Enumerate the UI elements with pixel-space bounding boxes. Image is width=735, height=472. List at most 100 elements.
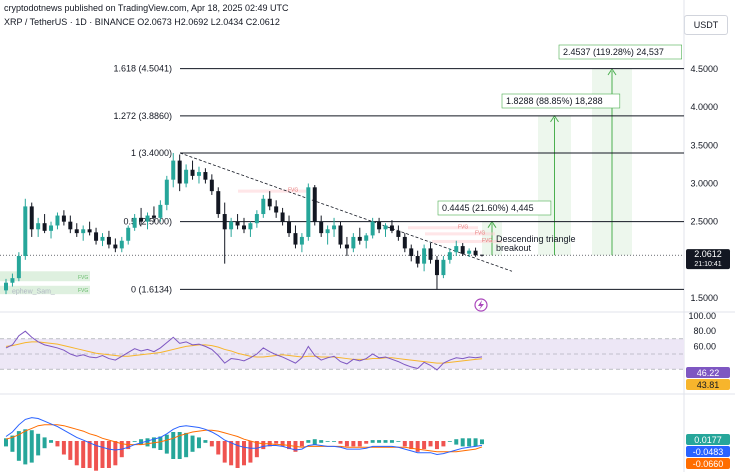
candle-body	[480, 254, 484, 256]
candle-body	[158, 204, 163, 218]
lightning-icon	[474, 298, 488, 312]
macd-histogram-bar	[87, 441, 92, 468]
candle-body	[402, 236, 407, 249]
macd-histogram-bar	[248, 441, 253, 463]
macd-histogram-bar	[306, 440, 311, 443]
macd-histogram-value: 0.0177	[694, 435, 722, 445]
macd-histogram-bar	[42, 437, 47, 449]
candle-body	[94, 232, 99, 241]
watermark-text: ephew_Sam_	[12, 288, 55, 295]
candle-body	[351, 236, 356, 249]
macd-histogram-bar	[139, 439, 144, 445]
macd-histogram-bar	[177, 432, 182, 459]
projection-label: 0.4445 (21.60%) 4,445	[442, 203, 534, 213]
candle-body	[338, 225, 343, 245]
macd-signal-line	[5, 424, 483, 453]
macd-histogram-bar	[447, 441, 452, 442]
rsi-ma-line	[5, 341, 483, 364]
fvg-label: FVG	[458, 224, 468, 230]
candle-body	[145, 215, 150, 222]
macd-histogram-bar	[357, 441, 362, 447]
candle-body	[447, 252, 452, 260]
macd-histogram-bar	[254, 441, 259, 458]
rsi-axis-tick: 80.00	[693, 326, 716, 336]
candle-body	[119, 240, 124, 249]
candle-body	[267, 198, 272, 207]
candle-body	[235, 221, 240, 226]
candle-body	[36, 223, 41, 230]
rsi-value-tag	[686, 367, 730, 378]
fvg-label: FVG	[475, 230, 485, 236]
macd-histogram-bar	[415, 441, 420, 452]
macd-histogram-bar	[396, 441, 401, 442]
candle-body	[81, 229, 86, 234]
macd-histogram-bar	[100, 441, 105, 468]
candle-body	[242, 225, 246, 230]
candle-body	[332, 225, 337, 230]
rsi-value: 46.22	[697, 368, 720, 378]
candle-body	[113, 244, 118, 249]
macd-histogram-bar	[94, 441, 99, 471]
macd-histogram-bar	[36, 433, 41, 456]
projection-label: 2.4537 (119.28%) 24,537	[563, 47, 664, 57]
macd-histogram-bar	[389, 440, 394, 443]
macd-histogram-bar	[171, 432, 176, 459]
rsi-ma-value: 43.81	[697, 380, 720, 390]
macd-histogram-bar	[216, 441, 221, 455]
candle-body	[196, 172, 201, 176]
candle-body	[203, 172, 208, 180]
candle-body	[280, 212, 285, 222]
candle-body	[139, 217, 144, 222]
macd-histogram-bar	[319, 440, 324, 443]
macd-histogram-bar	[132, 441, 137, 442]
macd-histogram-bar	[113, 441, 118, 466]
macd-histogram-bar	[325, 441, 330, 442]
macd-histogram-bar	[68, 441, 73, 460]
candle-body	[209, 179, 214, 192]
macd-hist-tag	[686, 434, 730, 445]
candle-body	[377, 221, 382, 230]
macd-histogram-bar	[61, 441, 66, 455]
projection-label-box	[437, 200, 552, 216]
rsi-ma-value-tag	[686, 379, 730, 390]
candle-body	[370, 221, 375, 236]
fvg-zone	[238, 189, 308, 193]
macd-histogram-bar	[158, 436, 163, 450]
candle-body	[254, 214, 259, 224]
macd-histogram-bar	[428, 441, 433, 447]
annotation-text: breakout	[496, 243, 532, 253]
fvg-label: FVG	[288, 188, 298, 194]
macd-histogram-bar	[280, 441, 285, 447]
candle-body	[106, 236, 111, 245]
current-price-value: 2.0612	[694, 249, 722, 259]
macd-histogram-bar	[261, 441, 266, 450]
candle-body	[441, 259, 446, 276]
candle-body	[312, 187, 317, 222]
fib-level-label: 1.272 (3.8860)	[113, 111, 172, 121]
fvg-zone	[408, 226, 478, 230]
descending-trendline	[179, 152, 513, 272]
macd-histogram-bar	[209, 441, 214, 447]
candle-body	[287, 221, 292, 234]
candle-body	[190, 169, 195, 176]
macd-line	[5, 417, 483, 456]
candle-body	[325, 229, 330, 234]
macd-histogram-bar	[184, 432, 189, 458]
macd-histogram-bar	[370, 440, 375, 443]
macd-histogram-bar	[467, 438, 472, 447]
macd-histogram-bar	[229, 441, 234, 466]
fvg-label: FVG	[78, 275, 88, 281]
candle-body	[42, 223, 47, 231]
candle-body	[454, 246, 459, 253]
macd-histogram-bar	[480, 439, 484, 445]
macd-histogram-bar	[74, 441, 79, 466]
candle-body	[222, 214, 227, 230]
macd-histogram-bar	[23, 429, 28, 465]
macd-histogram-bar	[377, 440, 382, 443]
macd-histogram-bar	[402, 441, 407, 447]
macd-histogram-bar	[274, 441, 279, 444]
published-note: cryptodotnews published on TradingView.c…	[4, 3, 289, 13]
candle-body	[306, 187, 311, 237]
candle-body	[151, 215, 156, 218]
